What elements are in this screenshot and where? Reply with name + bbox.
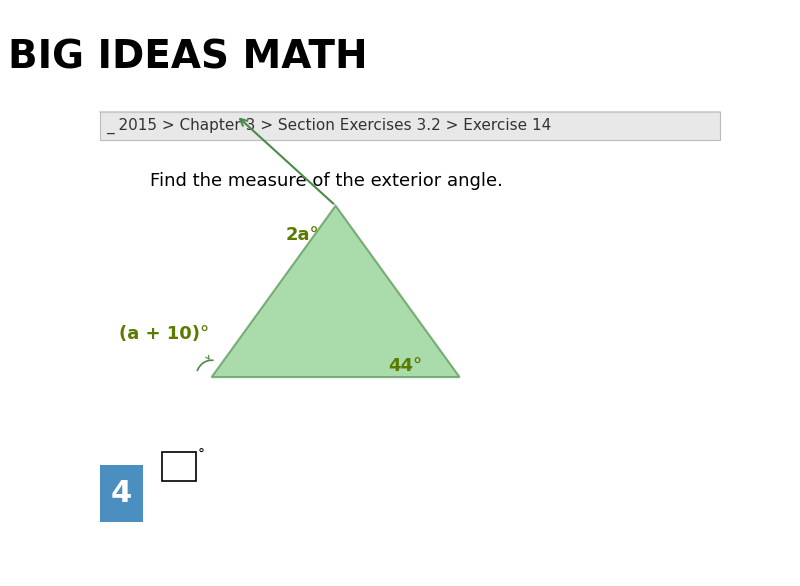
Text: 2a°: 2a° [286,226,320,244]
Bar [100,113,720,140]
Text: 4: 4 [111,479,132,508]
Polygon shape [211,206,459,377]
Bar [100,465,143,522]
Text: _ 2015 > Chapter 3 > Section Exercises 3.2 > Exercise 14: _ 2015 > Chapter 3 > Section Exercises 3… [106,118,551,134]
Text: BIG IDEAS MATH: BIG IDEAS MATH [8,38,368,76]
Text: °: ° [198,448,205,462]
Text: (a + 10)°: (a + 10)° [118,325,209,343]
Text: Find the measure of the exterior angle.: Find the measure of the exterior angle. [150,172,502,190]
Text: 44°: 44° [388,357,422,375]
Bar [162,452,196,481]
